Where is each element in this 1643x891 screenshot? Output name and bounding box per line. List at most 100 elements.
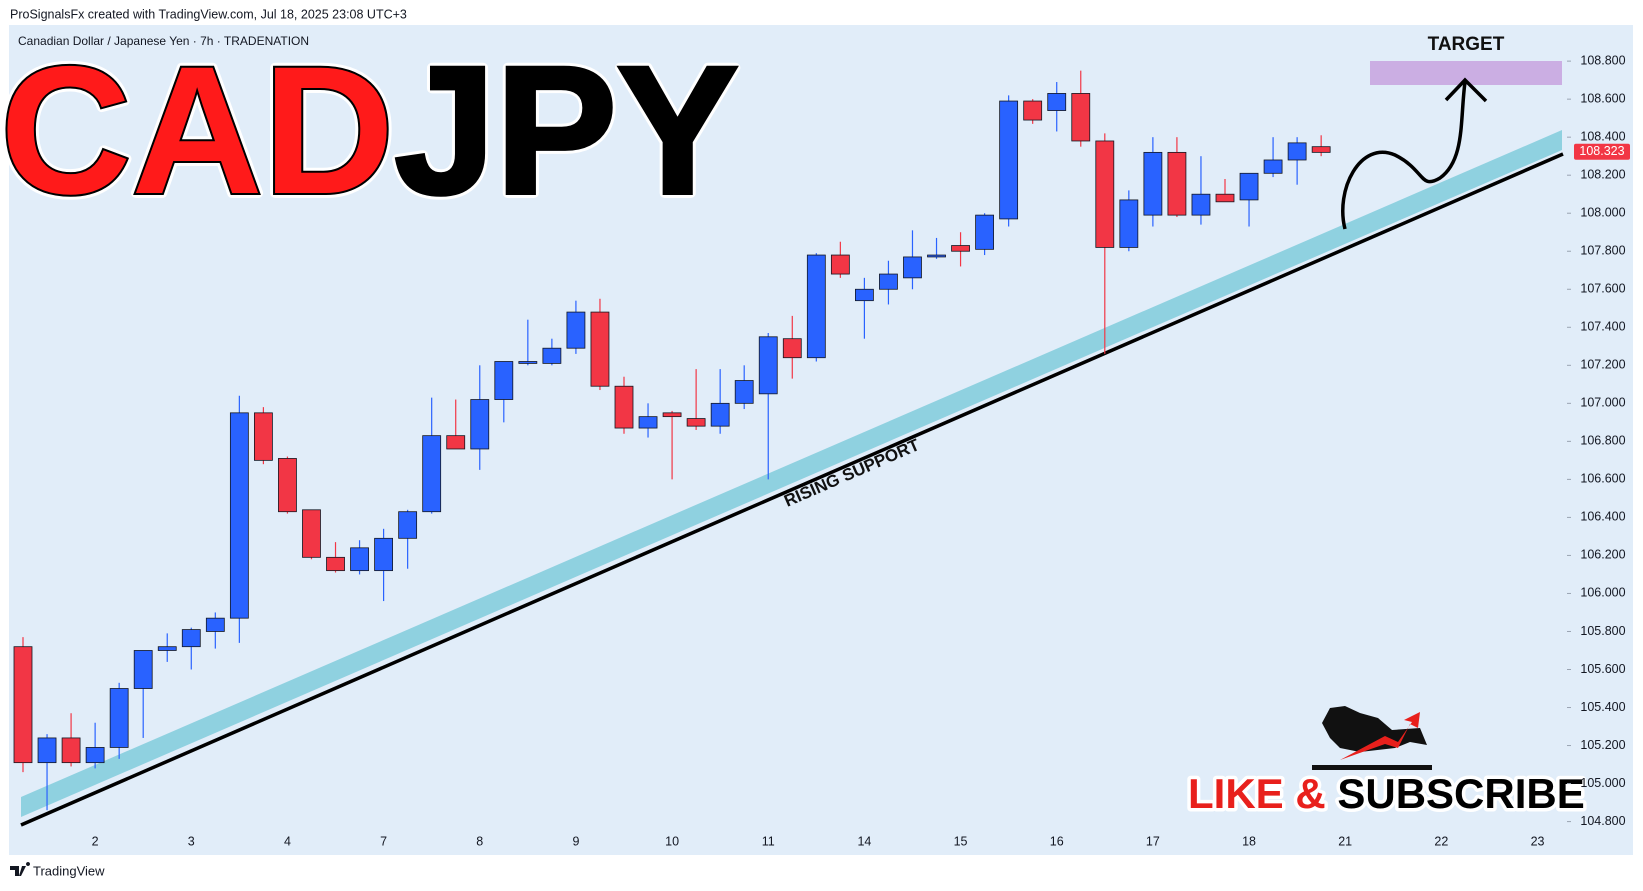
cta-part: SUBSCRIBE — [1337, 770, 1584, 817]
title-fill: CADJPY — [0, 28, 738, 232]
candle-body — [1239, 172, 1259, 201]
candle-body — [566, 311, 586, 349]
y-tick-label: 108.000 — [1580, 206, 1625, 220]
last-price-tag — [1574, 143, 1630, 160]
x-tick-label: 4 — [284, 834, 291, 848]
x-tick-label: 16 — [1050, 834, 1064, 848]
cta-part: LIKE & — [1188, 770, 1337, 817]
candle-body — [590, 311, 610, 387]
y-tick-label: 105.600 — [1580, 662, 1625, 676]
candle-body — [1095, 140, 1115, 248]
y-tick-label: 107.800 — [1580, 244, 1625, 258]
candle-body — [205, 617, 225, 632]
x-tick-label: 2 — [92, 834, 99, 848]
candle-body — [758, 336, 778, 395]
credit: ProSignalsFx created with TradingView.co… — [10, 7, 407, 21]
title-part-outline: CAD — [0, 28, 394, 232]
candle-body — [422, 435, 442, 513]
candle-body — [999, 100, 1019, 220]
candle-body — [229, 412, 249, 619]
x-tick-label: 22 — [1434, 834, 1448, 848]
candle-body — [109, 688, 129, 748]
last-price-label: 108.323 — [1579, 144, 1624, 158]
candle-body — [542, 347, 562, 364]
candle-body — [1143, 151, 1163, 216]
candle-body — [253, 412, 273, 461]
candle-body — [13, 646, 33, 764]
candle-body — [614, 385, 634, 429]
y-tick-label: 105.200 — [1580, 738, 1625, 752]
y-tick-label: 107.600 — [1580, 282, 1625, 296]
candle-body — [927, 254, 946, 258]
candle-body — [181, 629, 201, 648]
title-outline: CADJPY — [0, 28, 738, 232]
y-tick-label: 106.200 — [1580, 548, 1625, 562]
y-tick-label: 108.600 — [1580, 91, 1625, 105]
candle-body — [61, 737, 81, 764]
y-tick-label: 107.400 — [1580, 320, 1625, 334]
x-tick-label: 15 — [954, 834, 968, 848]
y-tick-label: 105.000 — [1580, 776, 1625, 790]
candle-body — [1287, 142, 1307, 161]
candle-body — [1167, 151, 1187, 216]
x-tick-label: 10 — [665, 834, 679, 848]
candle-body — [686, 418, 706, 427]
candle-body — [37, 737, 57, 764]
candle-body — [903, 256, 922, 279]
candle-body — [398, 511, 418, 539]
bull-bear-logo — [1312, 706, 1432, 770]
candle-body — [879, 273, 898, 290]
support-line — [20, 152, 1564, 827]
symbol-info: Canadian Dollar / Japanese Yen · 7h · TR… — [18, 34, 309, 48]
candle-body — [374, 537, 394, 572]
title-part-fill: JPY — [394, 28, 738, 232]
support-band — [21, 130, 1562, 817]
y-tick-label: 104.800 — [1580, 814, 1625, 828]
x-tick-label: 9 — [572, 834, 579, 848]
candle-body — [1215, 193, 1235, 203]
candle-body — [806, 254, 826, 359]
x-tick-label: 7 — [380, 834, 387, 848]
x-tick-label: 14 — [857, 834, 871, 848]
candle-body — [782, 338, 802, 359]
candle-body — [1047, 93, 1067, 111]
candle-body — [638, 416, 658, 429]
title-text: CADJPY — [0, 28, 738, 232]
x-tick-label: 3 — [188, 834, 195, 848]
candle-body — [133, 650, 153, 689]
candle-body — [734, 380, 754, 404]
footer: TradingView — [33, 863, 105, 878]
candle-body — [470, 399, 490, 450]
candle-body — [830, 254, 850, 275]
candle-body — [975, 214, 994, 250]
y-tick-label: 108.400 — [1580, 129, 1625, 143]
y-tick-label: 106.400 — [1580, 510, 1625, 524]
projection-arrow — [1341, 81, 1467, 230]
candle-body — [302, 509, 321, 558]
y-tick-label: 106.600 — [1580, 472, 1625, 486]
target-label: TARGET — [1428, 34, 1505, 55]
candle-body — [494, 361, 514, 400]
y-tick-label: 106.800 — [1580, 434, 1625, 448]
title-part: JPY — [394, 28, 738, 232]
candle-body — [951, 245, 970, 252]
candle-body — [446, 435, 466, 450]
title-part: CAD — [0, 28, 394, 232]
candle-body — [662, 412, 682, 418]
arrow-head — [1444, 77, 1488, 103]
x-tick-label: 21 — [1338, 834, 1352, 848]
cta: LIKE & SUBSCRIBE — [1185, 767, 1589, 821]
y-tick-label: 106.000 — [1580, 586, 1625, 600]
candle-body — [85, 747, 105, 764]
candle-body — [326, 556, 345, 572]
candle-body — [1119, 199, 1139, 248]
x-tick-label: 11 — [762, 834, 775, 848]
x-tick-label: 23 — [1531, 834, 1545, 848]
y-tick-label: 107.000 — [1580, 396, 1625, 410]
x-tick-label: 17 — [1146, 834, 1160, 848]
candle-body — [350, 547, 369, 572]
candle-body — [1191, 193, 1211, 216]
y-tick-label: 105.400 — [1580, 700, 1625, 714]
